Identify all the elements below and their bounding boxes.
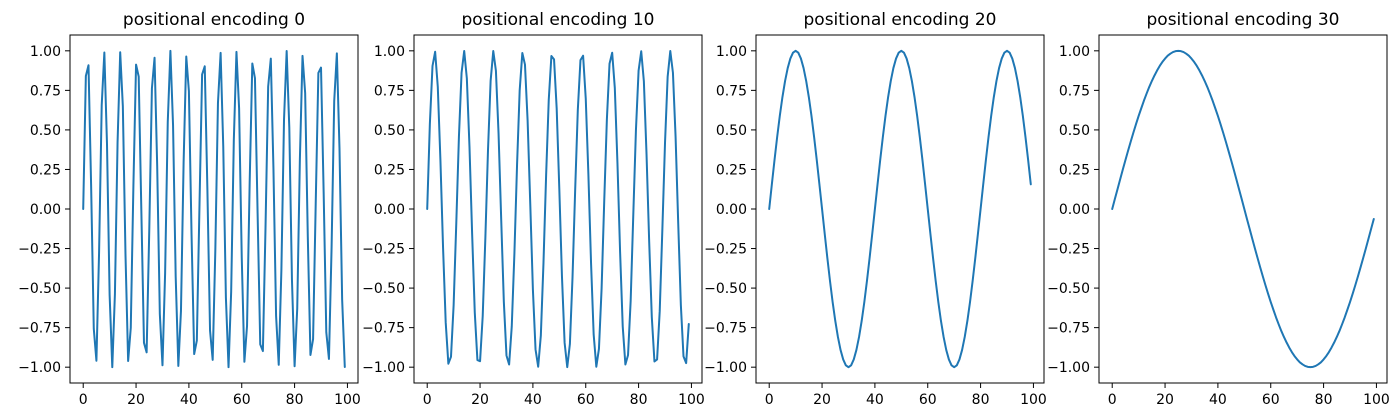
y-tick-label: −0.50	[362, 281, 405, 297]
y-tick-label: −0.25	[1047, 242, 1090, 258]
y-tick-label: 0.75	[716, 83, 747, 99]
y-tick-label: −0.75	[1047, 321, 1090, 337]
y-tick-label: 0.50	[30, 123, 61, 139]
x-tick-label: 60	[1262, 392, 1280, 408]
y-tick-label: −0.75	[704, 321, 747, 337]
x-tick-label: 80	[972, 392, 990, 408]
y-tick-label: −0.50	[704, 281, 747, 297]
x-tick-label: 100	[1363, 392, 1390, 408]
subplot-1: positional encoding 10 0 20 40 60 80 100 −1.00 −…	[362, 10, 705, 408]
y-tick-label: 1.00	[716, 44, 747, 60]
x-tick-label: 20	[471, 392, 489, 408]
series-line-0	[426, 49, 690, 369]
x-tick-label: 20	[127, 392, 145, 408]
y-tick-label: 0.25	[30, 162, 61, 178]
x-tick-label: 0	[79, 392, 88, 408]
x-tick-label: 100	[678, 392, 705, 408]
y-tick-label: 0.25	[374, 162, 405, 178]
x-tick-label: 0	[765, 392, 774, 408]
x-tick-label: 60	[577, 392, 595, 408]
y-tick-label: −1.00	[362, 360, 405, 376]
y-tick-label: 0.00	[716, 202, 747, 218]
y-tick-label: −0.25	[704, 242, 747, 258]
x-tick-label: 40	[180, 392, 198, 408]
x-tick-label: 60	[233, 392, 251, 408]
x-tick-label: 0	[423, 392, 432, 408]
y-tick-label: 0.25	[716, 162, 747, 178]
axes-frame	[1098, 34, 1388, 384]
y-tick-label: 0.75	[30, 83, 61, 99]
x-tick-label: 40	[1209, 392, 1227, 408]
subplot-2: positional encoding 20 0 20 40 60 80 100 −1.00 −…	[704, 10, 1047, 408]
y-tick-label: 0.00	[374, 202, 405, 218]
y-tick-label: −0.25	[18, 242, 61, 258]
x-tick-label: 0	[1108, 392, 1117, 408]
x-tick-label: 80	[630, 392, 648, 408]
y-tick-label: −1.00	[18, 360, 61, 376]
y-tick-label: 0.75	[374, 83, 405, 99]
y-tick-label: 0.00	[30, 202, 61, 218]
y-tick-label: −0.75	[362, 321, 405, 337]
y-tick-label: −0.75	[18, 321, 61, 337]
y-tick-label: −0.25	[362, 242, 405, 258]
y-tick-label: 1.00	[30, 44, 61, 60]
y-tick-label: −1.00	[704, 360, 747, 376]
x-tick-label: 100	[1020, 392, 1047, 408]
x-tick-label: 20	[1156, 392, 1174, 408]
y-tick-label: 0.00	[1059, 202, 1090, 218]
series-line-0	[768, 49, 1032, 369]
subplot-title: positional encoding 20	[804, 10, 997, 30]
x-tick-label: 20	[813, 392, 831, 408]
subplot-title: positional encoding 30	[1147, 10, 1340, 30]
y-tick-label: 0.25	[1059, 162, 1090, 178]
y-tick-label: 0.50	[1059, 123, 1090, 139]
subplot-0: positional encoding 0 0 20 40 60 80 100 −1.00 −0…	[18, 10, 361, 408]
x-tick-label: 80	[1315, 392, 1333, 408]
y-tick-label: −1.00	[1047, 360, 1090, 376]
y-tick-label: −0.50	[1047, 281, 1090, 297]
subplot-3: positional encoding 30 0 20 40 60 80 100 −1.00 −…	[1047, 10, 1390, 408]
subplot-title: positional encoding 10	[462, 10, 655, 30]
y-tick-label: 0.50	[716, 123, 747, 139]
x-tick-label: 60	[919, 392, 937, 408]
y-tick-label: −0.50	[18, 281, 61, 297]
x-tick-label: 100	[334, 392, 361, 408]
x-tick-label: 40	[866, 392, 884, 408]
axes-frame	[755, 34, 1045, 384]
series-line-0	[1111, 49, 1375, 369]
y-tick-label: 1.00	[374, 44, 405, 60]
y-tick-label: 0.50	[374, 123, 405, 139]
x-tick-label: 40	[524, 392, 542, 408]
y-tick-label: 0.75	[1059, 83, 1090, 99]
x-tick-label: 80	[286, 392, 304, 408]
subplot-title: positional encoding 0	[123, 10, 305, 30]
series-line-0	[82, 49, 346, 369]
y-tick-label: 1.00	[1059, 44, 1090, 60]
